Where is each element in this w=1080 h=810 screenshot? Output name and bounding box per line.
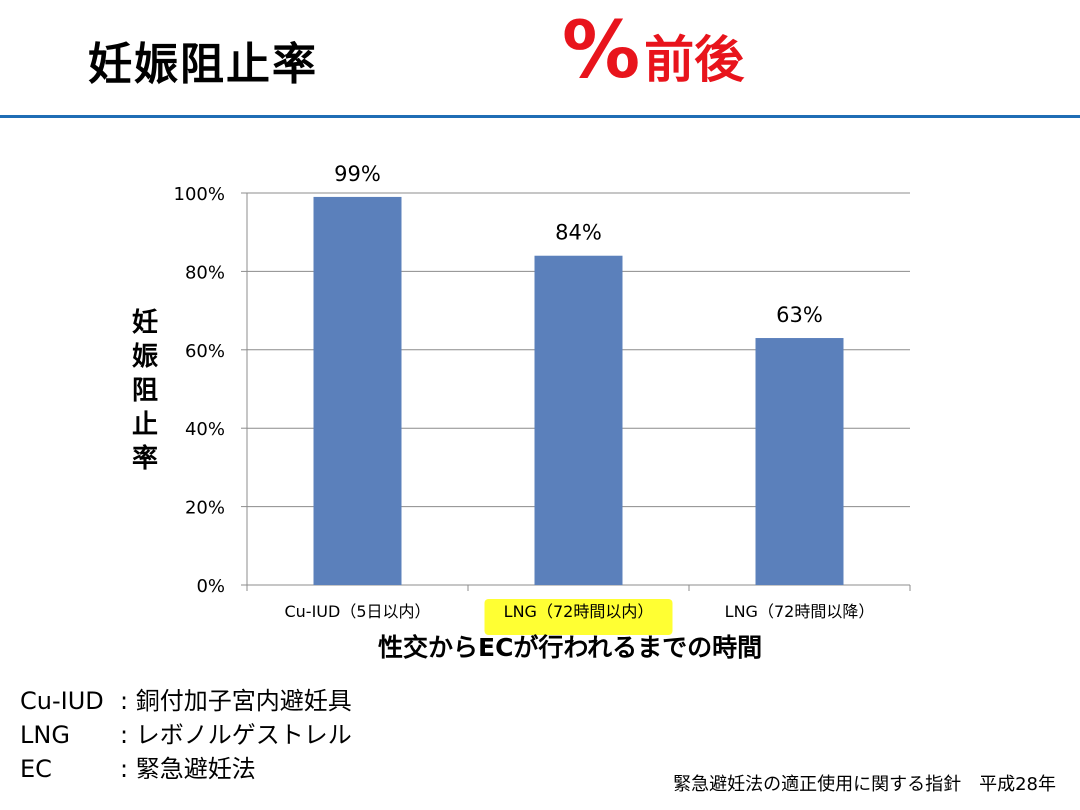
legend-value: : レボノルゲストレル bbox=[120, 718, 352, 752]
y-axis-label: 妊娠阻止率 bbox=[128, 306, 162, 476]
percent-sign: % bbox=[562, 6, 641, 96]
legend-key: Cu-IUD bbox=[20, 687, 104, 715]
x-tick-label: LNG（72時間以内） bbox=[504, 602, 654, 621]
page-title: 妊娠阻止率 bbox=[88, 39, 318, 90]
x-tick-label: LNG（72時間以降） bbox=[725, 602, 875, 621]
legend-key: EC bbox=[20, 755, 52, 783]
legend-row-ec: EC : 緊急避妊法 bbox=[20, 752, 352, 786]
y-axis-label-char: 娠 bbox=[131, 342, 158, 372]
y-tick-label: 0% bbox=[196, 576, 225, 597]
legend-text: 緊急避妊法 bbox=[135, 755, 256, 783]
y-axis-label-char: 妊 bbox=[131, 308, 158, 338]
abbreviation-legend: Cu-IUD : 銅付加子宮内避妊具 LNG : レボノルゲストレル EC : … bbox=[20, 684, 352, 786]
source-citation: 緊急避妊法の適正使用に関する指針 平成28年 bbox=[673, 774, 1056, 795]
y-tick-label: 80% bbox=[185, 262, 225, 283]
y-tick-label: 60% bbox=[185, 341, 225, 362]
legend-row-lng: LNG : レボノルゲストレル bbox=[20, 718, 352, 752]
legend-key: LNG bbox=[20, 721, 70, 749]
y-tick-label: 20% bbox=[185, 498, 225, 519]
legend-text: 銅付加子宮内避妊具 bbox=[135, 687, 352, 715]
data-label: 63% bbox=[776, 303, 823, 327]
title-divider bbox=[0, 115, 1080, 118]
category-highlight bbox=[484, 599, 673, 635]
legend-value: : 銅付加子宮内避妊具 bbox=[120, 684, 352, 718]
legend-sep: : bbox=[120, 721, 136, 749]
legend-sep: : bbox=[120, 687, 136, 715]
legend-value: : 緊急避妊法 bbox=[120, 752, 256, 786]
bar bbox=[534, 255, 623, 585]
x-axis-label: 性交からECが行われるまでの時間 bbox=[378, 633, 763, 662]
data-label: 84% bbox=[555, 221, 602, 245]
bar-chart: 0% 20% 40% 60% 80% 100% 99% Cu-IUD（5日以内） 84% LNG（… bbox=[174, 162, 911, 635]
title-annotation-text: 前後 bbox=[644, 31, 745, 89]
y-tick-label: 100% bbox=[174, 184, 225, 205]
y-axis-label-char: 阻 bbox=[131, 376, 158, 406]
title-annotation: % 前後 bbox=[562, 12, 744, 90]
y-axis-label-char: 率 bbox=[131, 444, 158, 474]
data-label: 99% bbox=[334, 162, 381, 186]
x-tick-label: Cu-IUD（5日以内） bbox=[284, 602, 430, 621]
legend-sep: : bbox=[120, 755, 136, 783]
bar bbox=[313, 196, 402, 586]
bar bbox=[755, 338, 844, 585]
legend-text: レボノルゲストレル bbox=[135, 721, 352, 749]
y-tick-label: 40% bbox=[185, 419, 225, 440]
y-axis-label-char: 止 bbox=[131, 410, 158, 440]
legend-row-cu-iud: Cu-IUD : 銅付加子宮内避妊具 bbox=[20, 684, 352, 718]
